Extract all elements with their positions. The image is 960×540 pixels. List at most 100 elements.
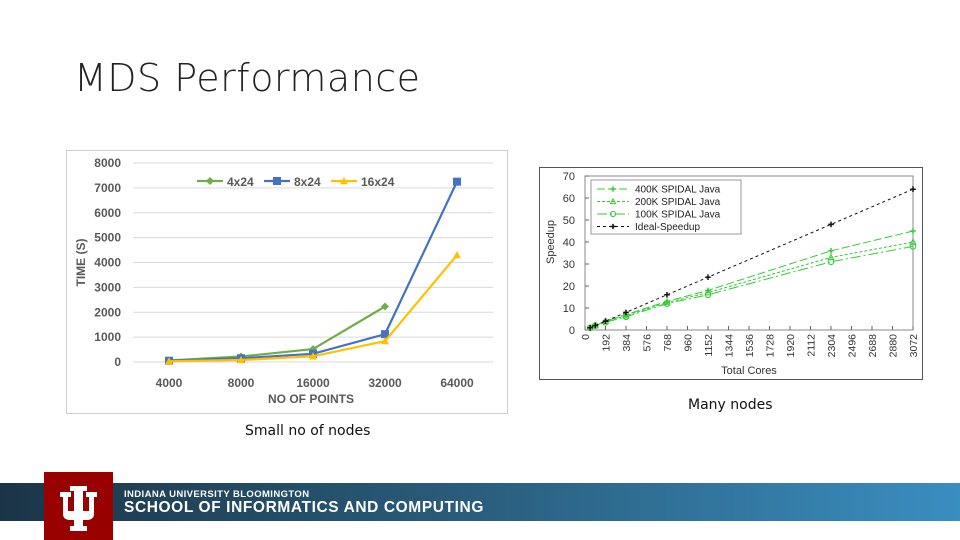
chart2-point-Ideal-Speedup xyxy=(705,274,711,280)
chart2-legend-label: Ideal-Speedup xyxy=(635,222,700,233)
chart2-point-200K SPIDAL Java xyxy=(663,298,671,306)
chart2-xtick-label: 960 xyxy=(683,334,695,352)
chart2-point-100K SPIDAL Java xyxy=(909,243,917,250)
chart-small-nodes: 0 1000 2000 3000 4000 5000 6000 7000 8000 4000 800… xyxy=(66,150,508,414)
chart-small-nodes-svg: 0 1000 2000 3000 4000 5000 6000 7000 8000 4000 800… xyxy=(74,156,493,406)
chart2-legend-marker xyxy=(610,186,616,192)
chart2-point-Ideal-Speedup xyxy=(592,322,599,329)
footer-school: SCHOOL OF INFORMATICS AND COMPUTING xyxy=(124,499,484,516)
chart1-series-line-4x24 xyxy=(168,305,386,362)
chart2-xtick-label: 1536 xyxy=(744,334,756,358)
chart1-ytick-label: 0 xyxy=(114,355,121,369)
chart2-xtick-label: 1920 xyxy=(785,334,797,358)
chart2-xtick-label: 2880 xyxy=(888,334,900,358)
chart2-ytick-label: 70 xyxy=(563,171,575,183)
chart1-point-16x24 xyxy=(381,337,389,345)
chart2-legend-label: 400K SPIDAL Java xyxy=(635,185,721,196)
chart1-ytick-label: 1000 xyxy=(94,330,121,344)
chart1-gridlines xyxy=(133,162,493,363)
chart1-legend-marker xyxy=(273,177,281,185)
chart1-ytick-label: 8000 xyxy=(94,156,121,170)
chart2-xtick-label: 1728 xyxy=(765,334,777,358)
chart2-xlabel: Total Cores xyxy=(721,365,777,377)
chart1-ytick-label: 7000 xyxy=(94,181,121,195)
chart2-point-Ideal-Speedup xyxy=(828,221,834,228)
chart2-point-100K SPIDAL Java xyxy=(827,258,835,266)
chart2-point-100K SPIDAL Java xyxy=(704,291,712,299)
chart1-legend-label: 8x24 xyxy=(294,175,321,189)
chart2-xtick-label: 768 xyxy=(662,334,674,352)
chart2-point-Ideal-Speedup xyxy=(587,325,593,331)
chart2-xtick-label: 3072 xyxy=(908,334,920,358)
chart1-ytick-label: 5000 xyxy=(94,231,121,245)
chart2-point-Ideal-Speedup xyxy=(623,309,629,316)
caption-many-nodes: Many nodes xyxy=(688,397,773,413)
chart2-xtick-label: 2304 xyxy=(826,334,838,358)
chart2-point-100K SPIDAL Java xyxy=(663,300,671,307)
chart1-legend-marker xyxy=(340,177,348,185)
chart2-point-400K SPIDAL Java xyxy=(910,228,916,234)
chart1-xtick-label: 8000 xyxy=(228,376,255,390)
slide-title: MDS Performance xyxy=(74,56,421,100)
chart2-legend-label: 200K SPIDAL Java xyxy=(635,197,721,208)
chart2-point-200K SPIDAL Java xyxy=(909,238,917,245)
chart1-point-8x24 xyxy=(453,177,461,186)
chart2-series-line-200K SPIDAL Java xyxy=(589,241,914,329)
chart2-legend-marker xyxy=(610,223,616,230)
chart1-point-16x24 xyxy=(237,356,245,364)
chart1-xtick-label: 4000 xyxy=(156,376,183,390)
footer-university: INDIANA UNIVERSITY BLOOMINGTON xyxy=(124,489,310,500)
chart2-ytick-label: 20 xyxy=(563,281,575,293)
chart1-ytick-label: 4000 xyxy=(94,256,121,270)
chart2-ylabel: Speedup xyxy=(545,220,557,264)
chart2-point-200K SPIDAL Java xyxy=(827,253,835,261)
chart2-xtick-label: 2688 xyxy=(867,334,879,358)
chart2-ytick-label: 0 xyxy=(569,325,575,337)
iu-trident-logo xyxy=(44,472,113,540)
chart1-xtick-label: 16000 xyxy=(296,376,330,390)
chart2-ytick-label: 30 xyxy=(563,259,575,271)
chart1-point-4x24 xyxy=(381,302,389,311)
trident-icon xyxy=(60,486,97,531)
chart2-xtick-label: 192 xyxy=(601,334,613,352)
chart2-xtick-label: 2496 xyxy=(847,334,859,358)
chart1-series-line-8x24 xyxy=(168,181,458,362)
chart-many-nodes-svg: 0 10 20 30 40 50 60 70 0 192 384 576 768 960 1152 1344 1… xyxy=(545,171,920,377)
chart2-ytick-label: 10 xyxy=(563,303,575,315)
chart1-legend-label: 16x24 xyxy=(361,175,395,189)
chart2-legend-marker xyxy=(609,210,617,218)
chart1-ytick-label: 3000 xyxy=(94,280,121,294)
chart2-ytick-label: 50 xyxy=(563,215,575,227)
footer-banner xyxy=(0,483,960,521)
chart1-xtick-label: 32000 xyxy=(368,376,402,390)
chart2-ytick-label: 60 xyxy=(563,193,575,205)
chart1-point-16x24 xyxy=(165,357,173,365)
chart2-xtick-label: 0 xyxy=(580,334,592,340)
chart1-ylabel: TIME (S) xyxy=(74,239,88,287)
chart2-point-400K SPIDAL Java xyxy=(828,248,834,254)
chart2-xtick-label: 384 xyxy=(621,334,633,352)
chart2-point-Ideal-Speedup xyxy=(602,318,609,324)
chart2-ytick-label: 40 xyxy=(563,237,575,249)
chart2-point-Ideal-Speedup xyxy=(910,186,916,192)
chart1-ytick-label: 2000 xyxy=(94,305,121,319)
chart1-xlabel: NO OF POINTS xyxy=(268,392,354,406)
chart2-xtick-label: 2112 xyxy=(806,334,818,357)
chart1-point-8x24 xyxy=(381,330,389,339)
chart2-point-200K SPIDAL Java xyxy=(622,311,630,319)
chart1-point-16x24 xyxy=(453,251,461,259)
chart1-legend-marker xyxy=(206,177,214,185)
caption-small-nodes: Small no of nodes xyxy=(245,423,371,439)
chart1-ytick-label: 6000 xyxy=(94,206,121,220)
chart2-xtick-label: 1344 xyxy=(724,334,736,358)
chart2-xtick-label: 576 xyxy=(642,334,654,352)
chart2-legend-marker xyxy=(609,197,617,205)
chart1-point-16x24 xyxy=(309,352,317,360)
chart2-legend-label: 100K SPIDAL Java xyxy=(635,210,721,221)
chart1-xtick-label: 64000 xyxy=(440,376,474,390)
chart2-xtick-label: 1152 xyxy=(703,334,715,357)
chart1-legend-label: 4x24 xyxy=(227,175,254,189)
chart-many-nodes: 0 10 20 30 40 50 60 70 0 192 384 576 768 960 1152 1344 1… xyxy=(539,167,923,380)
chart2-point-Ideal-Speedup xyxy=(664,292,670,298)
